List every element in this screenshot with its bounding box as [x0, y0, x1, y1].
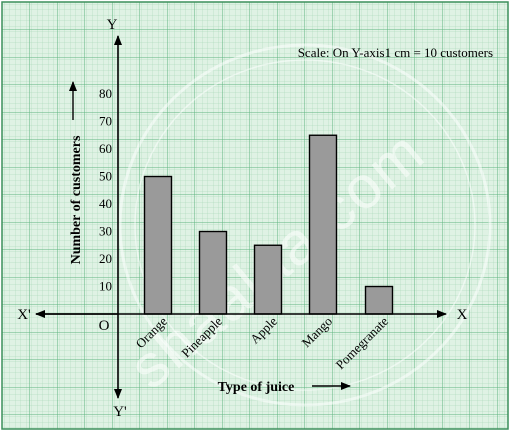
y-axis-title: Number of customers: [69, 135, 84, 264]
watermark-seal-outer: [118, 43, 492, 407]
y-tick-label-50: 50: [99, 169, 112, 184]
axis-letter-y: Y: [107, 17, 118, 33]
bar-pineapple: [198, 230, 228, 315]
origin-label: O: [99, 318, 110, 334]
y-tick-label-10: 10: [99, 279, 112, 294]
bar-pomegranate: [364, 285, 394, 315]
bars-group: [143, 134, 394, 315]
bar-orange: [143, 175, 173, 315]
y-tick-labels: 10 20 30 40 50 60 70 80: [99, 86, 112, 294]
bar-mango: [308, 134, 338, 315]
axis-letter-y-neg: Y': [113, 404, 127, 420]
bar-apple: [253, 244, 283, 315]
y-tick-label-80: 80: [99, 86, 112, 101]
y-tick-label-20: 20: [99, 251, 112, 266]
scale-note: Scale: On Y-axis1 cm = 10 customers: [298, 45, 493, 60]
axes: [35, 35, 447, 399]
x-axis-title-group: Type of juice: [218, 380, 351, 395]
x-axis-title: Type of juice: [218, 380, 295, 395]
y-tick-label-40: 40: [99, 196, 112, 211]
axis-letter-x: X: [457, 307, 468, 323]
y-tick-label-30: 30: [99, 224, 112, 239]
y-tick-label-60: 60: [99, 141, 112, 156]
y-axis-title-group: Number of customers: [69, 81, 84, 264]
watermark-seal-inner: [134, 59, 476, 391]
axis-letter-x-neg: X': [17, 307, 31, 323]
y-tick-label-70: 70: [99, 114, 112, 129]
